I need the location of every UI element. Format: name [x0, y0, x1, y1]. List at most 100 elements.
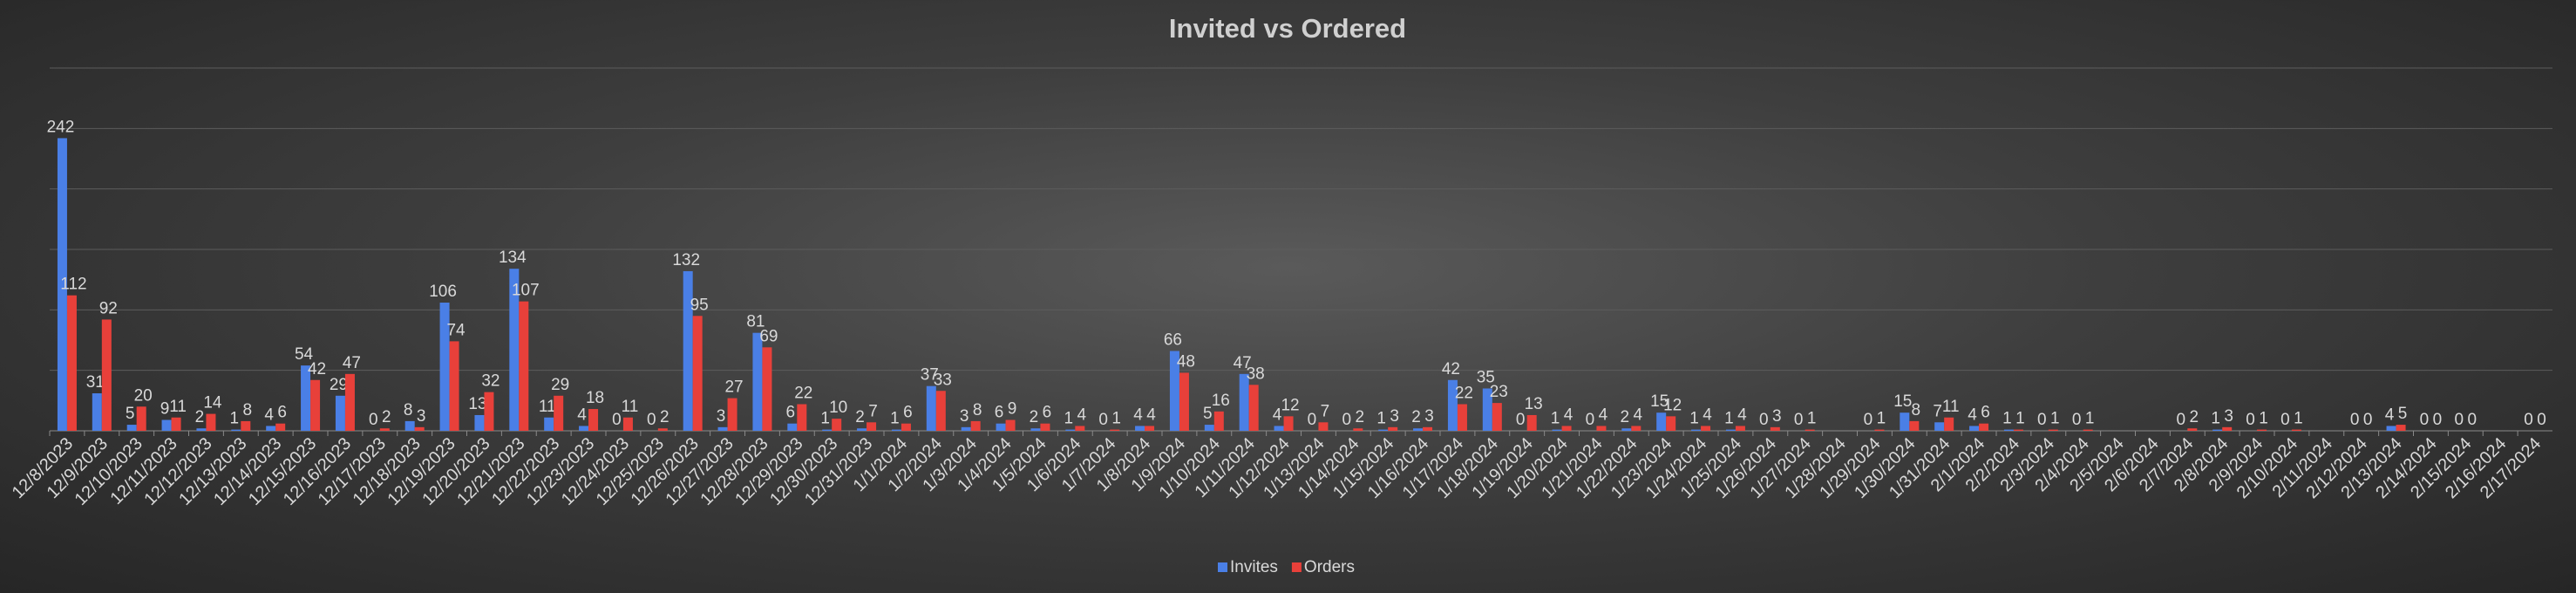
bar: [2083, 429, 2093, 431]
bar: [622, 417, 633, 431]
data-label: 5: [1203, 405, 1213, 423]
data-label: 4: [577, 406, 587, 424]
data-label: 1: [1724, 410, 1734, 428]
bar: [231, 429, 241, 431]
data-label: 22: [1455, 385, 1473, 403]
data-label: 4: [1133, 406, 1143, 424]
data-label: 8: [1912, 401, 1921, 419]
data-label: 6: [995, 404, 1004, 422]
bar: [171, 417, 181, 431]
bar: [554, 395, 564, 431]
bar: [822, 429, 833, 431]
data-label: 1: [1689, 410, 1699, 428]
data-label: 4: [1599, 406, 1608, 424]
bar: [683, 270, 693, 431]
bar: [1075, 426, 1085, 431]
bar: [832, 419, 842, 431]
data-label: 3: [717, 407, 726, 426]
data-label: 3: [2224, 407, 2233, 426]
data-label: 4: [264, 406, 274, 424]
data-label: 42: [1442, 360, 1460, 378]
bar: [961, 426, 971, 431]
data-label: 29: [551, 376, 569, 394]
bar: [857, 428, 867, 431]
bar: [544, 417, 554, 431]
data-label: 0: [2072, 411, 2082, 429]
data-label: 3: [1390, 407, 1399, 426]
bar: [2003, 429, 2014, 431]
bar: [2396, 425, 2406, 431]
bar: [484, 392, 494, 431]
data-label: 0: [2433, 411, 2443, 429]
bar: [1413, 428, 1424, 431]
bar: [1040, 423, 1050, 431]
bar: [241, 420, 251, 431]
data-label: 0: [2037, 411, 2047, 429]
legend-swatch: [1291, 562, 1302, 572]
data-label: 4: [1564, 406, 1573, 424]
data-label: 74: [446, 321, 466, 339]
data-label: 2: [1411, 408, 1421, 426]
data-label: 0: [612, 411, 622, 429]
bar: [1909, 420, 1920, 431]
bar: [404, 420, 415, 431]
bar: [275, 423, 286, 431]
bar: [1135, 426, 1145, 431]
bar: [1552, 429, 1562, 431]
data-label: 1: [230, 410, 240, 428]
data-label: 15: [1650, 392, 1669, 411]
bar: [519, 301, 529, 431]
data-label: 0: [2420, 411, 2430, 429]
data-label: 7: [1321, 402, 1330, 420]
bar: [2222, 426, 2233, 431]
bar: [310, 379, 321, 431]
data-label: 106: [429, 283, 457, 301]
bar: [1596, 426, 1607, 431]
data-label: 1: [1807, 410, 1817, 428]
data-label: 38: [1247, 365, 1265, 383]
legend-swatch: [1218, 562, 1227, 572]
data-label: 2: [1356, 408, 1365, 426]
bar: [1213, 411, 1224, 431]
data-label: 66: [1164, 331, 1182, 349]
bar: [1701, 426, 1711, 431]
data-label: 2: [1621, 408, 1630, 426]
bar: [1388, 426, 1398, 431]
bar: [579, 426, 589, 431]
bar: [439, 303, 450, 431]
bar: [1526, 414, 1537, 431]
bar: [657, 428, 668, 431]
data-label: 37: [921, 366, 939, 385]
data-label: 33: [934, 371, 952, 389]
bar: [1979, 423, 1989, 431]
data-label: 6: [903, 404, 913, 422]
chart-title: Invited vs Ordered: [1169, 13, 1406, 44]
bar: [1934, 422, 1945, 431]
bar: [136, 406, 146, 431]
bar: [1145, 426, 1155, 431]
data-label: 2: [195, 408, 205, 426]
data-label: 29: [330, 376, 348, 394]
data-label: 0: [2468, 411, 2477, 429]
data-label: 6: [786, 404, 796, 422]
bar: [449, 341, 459, 431]
bar: [787, 423, 798, 431]
legend-label: Orders: [1304, 558, 1355, 576]
data-label: 132: [672, 251, 700, 269]
bar: [414, 426, 425, 431]
data-label: 2: [382, 408, 391, 426]
data-label: 69: [759, 327, 778, 345]
data-label: 35: [1477, 368, 1495, 386]
bar: [1656, 412, 1667, 431]
bar: [1318, 422, 1329, 431]
bar: [1969, 426, 1980, 431]
bar: [1561, 426, 1572, 431]
bar: [935, 391, 946, 431]
data-label: 7: [1933, 402, 1942, 420]
data-label: 9: [160, 400, 170, 419]
bar: [2386, 426, 2396, 431]
data-label: 0: [2177, 411, 2186, 429]
bar: [1874, 429, 1885, 431]
data-label: 2: [855, 408, 865, 426]
data-label: 0: [2350, 411, 2360, 429]
